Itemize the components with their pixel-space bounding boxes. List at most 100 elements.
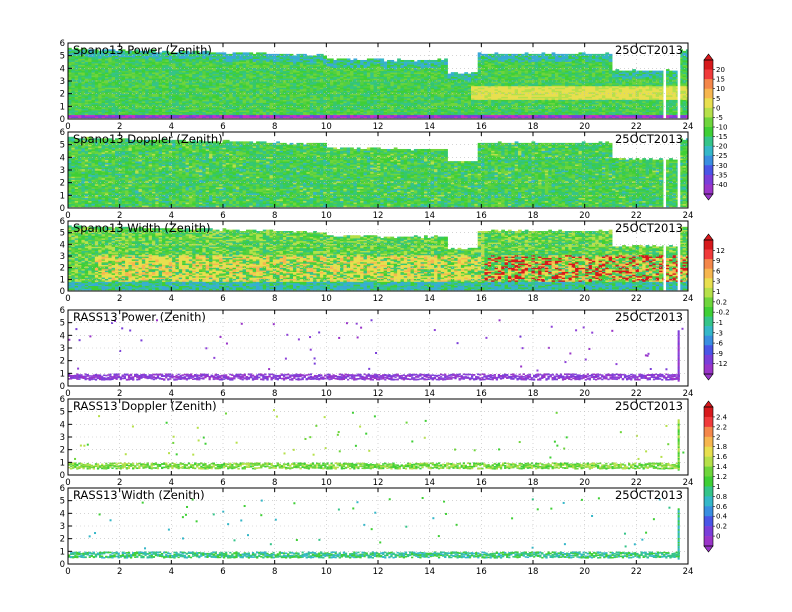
colorbar-swatch — [704, 307, 713, 317]
colorbar-tick-label: 1 — [716, 483, 720, 491]
grid — [68, 221, 688, 291]
x-tick-label: 16 — [476, 122, 487, 132]
y-tick-label: 1 — [60, 191, 65, 201]
x-tick-label: 12 — [373, 122, 384, 132]
colorbar-tick-label: 0.6 — [716, 503, 728, 511]
colorbar-tick-label: -15 — [716, 133, 727, 141]
panel-date: 25OCT2013 — [615, 221, 683, 235]
colorbar-tick-label: -25 — [716, 152, 727, 160]
x-tick-label: 18 — [528, 294, 539, 304]
colorbar-swatch — [704, 259, 713, 270]
colorbar-swatch — [704, 536, 713, 547]
y-tick-label: 5 — [60, 319, 65, 329]
colorbar-tick-label: 1.6 — [716, 453, 728, 461]
colorbar-swatch — [704, 79, 713, 90]
panel-title: Spano13 Doppler (Zenith) — [73, 132, 223, 146]
y-tick-label: 4 — [60, 509, 65, 519]
colorbar-cap — [703, 233, 714, 241]
y-tick-label: 5 — [60, 497, 65, 507]
x-tick-label: 12 — [373, 294, 384, 304]
x-tick-label: 10 — [321, 294, 332, 304]
colorbar-tick-label: -20 — [716, 143, 727, 151]
y-tick-label: 0 — [60, 560, 65, 570]
x-tick-label: 18 — [528, 567, 539, 577]
x-tick-label: 22 — [631, 389, 642, 399]
x-tick-label: 12 — [373, 211, 384, 221]
x-tick-label: 8 — [272, 294, 277, 304]
x-tick-label: 0 — [65, 478, 70, 488]
colorbar-tick-label: 2 — [716, 433, 720, 441]
y-tick-label: 3 — [60, 252, 65, 262]
y-tick-label: 1 — [60, 458, 65, 468]
x-tick-label: 8 — [272, 567, 277, 577]
colorbar-swatch — [704, 354, 713, 365]
colorbar-swatch — [704, 240, 713, 250]
x-tick-label: 6 — [220, 389, 225, 399]
x-tick-label: 18 — [528, 211, 539, 221]
x-tick-label: 14 — [424, 211, 435, 221]
plot-area — [68, 221, 688, 291]
colorbar-swatch — [704, 496, 713, 507]
colorbar-tick-label: 15 — [716, 76, 725, 84]
x-tick-label: 6 — [220, 211, 225, 221]
x-tick-label: 14 — [424, 294, 435, 304]
x-tick-label: 6 — [220, 478, 225, 488]
x-tick-label: 0 — [65, 211, 70, 221]
x-tick-label: 2 — [117, 294, 122, 304]
x-tick-label: 2 — [117, 478, 122, 488]
x-tick-label: 4 — [169, 389, 174, 399]
colorbar-swatch — [704, 60, 713, 70]
x-tick-label: 22 — [631, 211, 642, 221]
grid — [68, 132, 688, 208]
colorbar-swatch — [704, 249, 713, 260]
x-tick-label: 0 — [65, 389, 70, 399]
x-tick-label: 20 — [579, 211, 590, 221]
colorbar-swatch — [704, 287, 713, 298]
x-tick-label: 8 — [272, 478, 277, 488]
plot-area — [68, 319, 684, 382]
x-tick-label: 8 — [272, 389, 277, 399]
colorbar-tick-label: -5 — [716, 114, 723, 122]
colorbar-doppler-width: 2.4 2.2 2 1.8 1.6 1.4 1.2 1 0.8 0.6 0.4 0.2 0 — [703, 400, 728, 553]
x-tick-label: 24 — [683, 122, 694, 132]
colorbar-swatch — [704, 127, 713, 137]
x-tick-label: 4 — [169, 122, 174, 132]
colorbar-swatch — [704, 117, 713, 128]
panel-title: RASS13 Doppler (Zenith) — [73, 399, 217, 413]
x-tick-label: 10 — [321, 478, 332, 488]
y-tick-label: 0 — [60, 204, 65, 214]
panel-title: RASS13 Width (Zenith) — [73, 488, 205, 502]
x-tick-label: 10 — [321, 389, 332, 399]
x-tick-label: 20 — [579, 389, 590, 399]
y-tick-label: 5 — [60, 229, 65, 239]
x-tick-label: 2 — [117, 211, 122, 221]
y-tick-label: 4 — [60, 153, 65, 163]
colorbar-swatch — [704, 436, 713, 448]
colorbar-swatch — [704, 345, 713, 356]
colorbar-tick-label: 0.2 — [716, 298, 727, 306]
x-tick-label: 24 — [683, 478, 694, 488]
x-tick-label: 22 — [631, 294, 642, 304]
plot-area — [68, 132, 688, 208]
colorbar-swatch — [704, 416, 713, 428]
x-tick-label: 2 — [117, 122, 122, 132]
x-tick-label: 14 — [424, 567, 435, 577]
colorbar-tick-label: 1.4 — [716, 463, 728, 471]
colorbar-swatch — [704, 136, 713, 147]
colorbar-tick-label: 2.4 — [716, 413, 728, 421]
colorbar-tick-label: 1 — [716, 288, 720, 296]
colorbar-swatch — [704, 476, 713, 487]
x-tick-label: 0 — [65, 294, 70, 304]
colorbar-swatch — [704, 107, 713, 118]
x-tick-label: 6 — [220, 122, 225, 132]
colorbar-tick-label: 5 — [716, 95, 720, 103]
colorbar-swatch — [704, 506, 713, 517]
x-tick-label: 16 — [476, 294, 487, 304]
x-tick-label: 18 — [528, 478, 539, 488]
panel-title: RASS13 Power (Zenith) — [73, 310, 206, 324]
colorbar-swatch — [704, 407, 713, 418]
